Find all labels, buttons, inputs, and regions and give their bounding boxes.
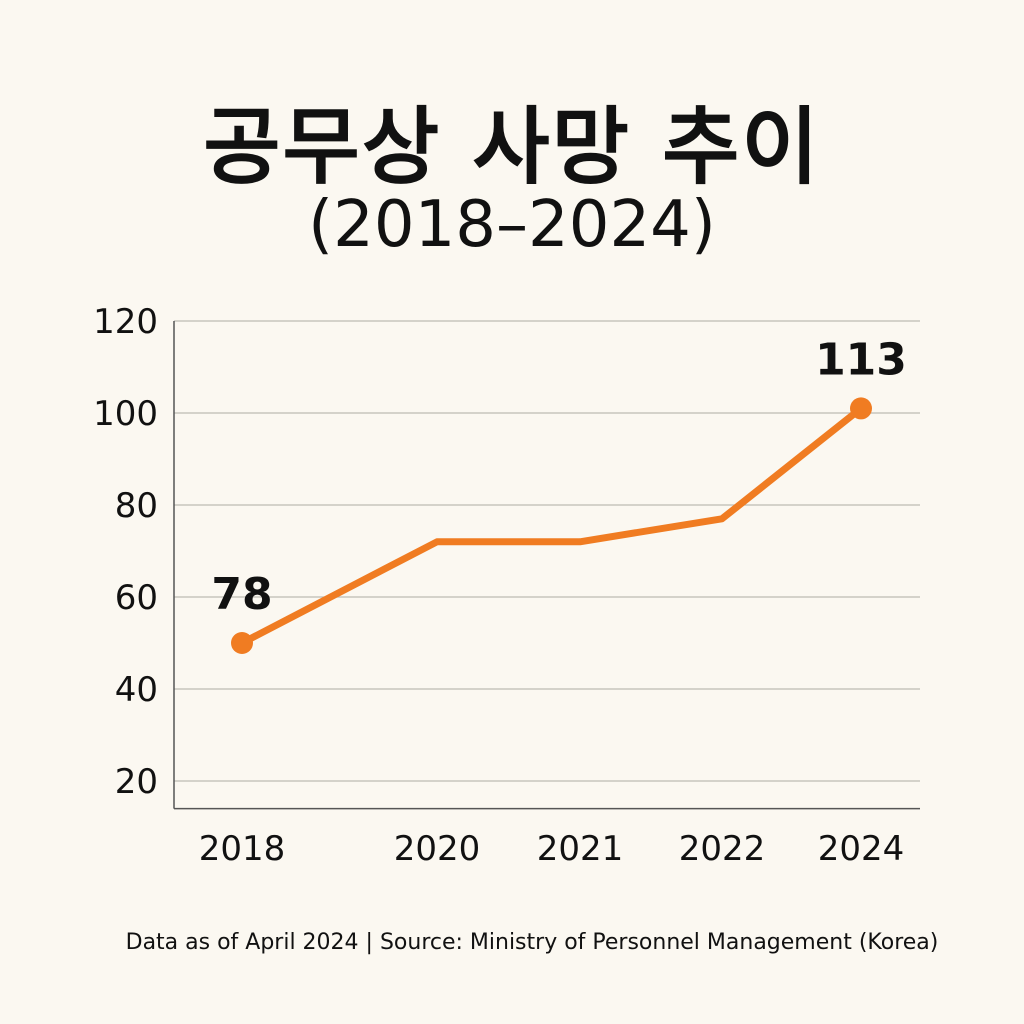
x-tick-label: 2018 [199,829,286,869]
y-tick-label: 40 [115,670,158,710]
data-point [850,397,872,420]
x-tick-label: 2020 [394,829,481,869]
data-point [231,632,253,654]
x-tick-label: 2021 [537,829,624,869]
y-tick-label: 120 [93,302,158,342]
y-tick-label: 80 [115,486,158,526]
chart-subtitle: (2018–2024) [308,188,716,262]
data-label: 113 [815,334,907,385]
data-label: 78 [211,569,272,620]
source-note: Data as of April 2024 | Source: Ministry… [125,930,939,955]
series-line [238,404,865,647]
y-tick-label: 20 [115,762,158,802]
x-tick-label: 2024 [818,829,905,869]
y-tick-label: 100 [93,394,158,434]
x-tick-label: 2022 [679,829,766,869]
chart-title: 공무상 사망 추이 [203,98,821,196]
y-tick-label: 60 [115,578,158,618]
